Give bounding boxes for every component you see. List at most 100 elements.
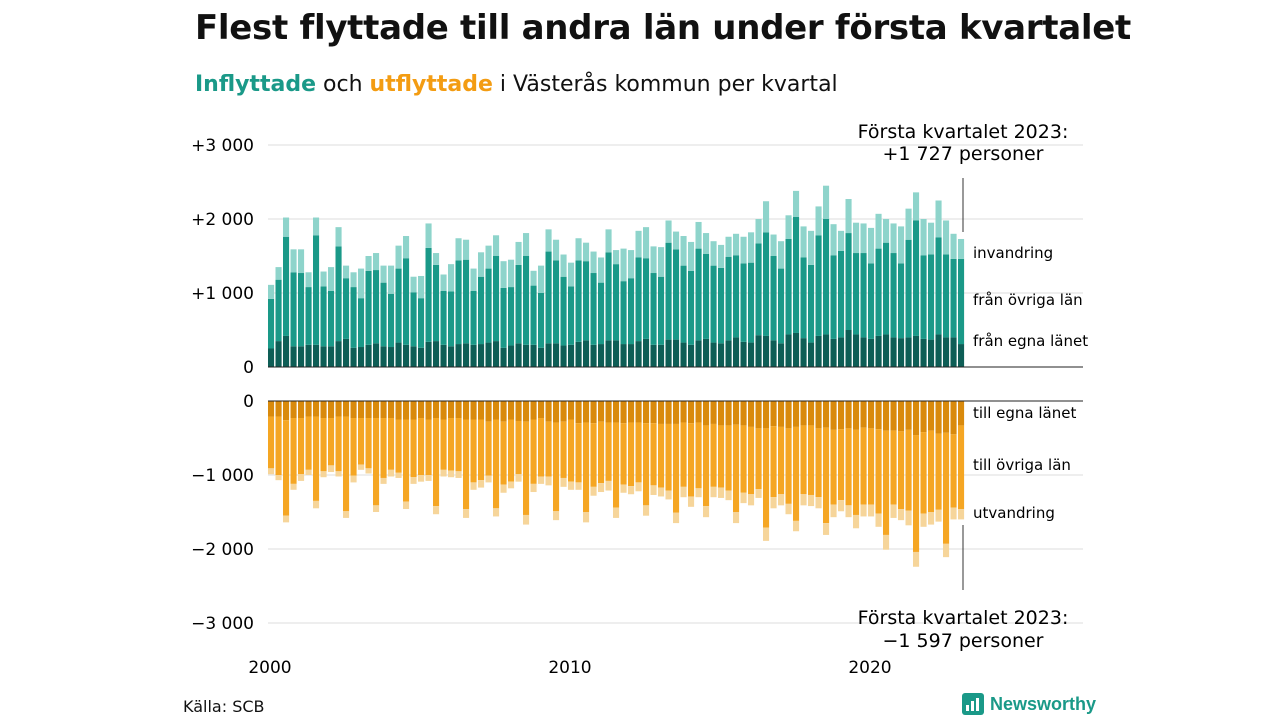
bar-out-utvandring [718, 487, 725, 498]
bar-out-ovriga [358, 418, 365, 465]
bar-out-egna [478, 401, 485, 420]
bar-in-invandring [365, 256, 372, 271]
bar-in-invandring [635, 230, 642, 258]
bar-out-utvandring [725, 490, 732, 501]
bar-out-ovriga [403, 419, 410, 502]
bar-in-ovriga [755, 243, 762, 336]
bar-out-utvandring [680, 486, 687, 498]
bar-out-egna [268, 401, 275, 417]
bar-in-ovriga [725, 256, 732, 341]
bar-in-egna [883, 334, 890, 367]
bar-out-ovriga [755, 428, 762, 490]
label-utvandring: utvandring [973, 504, 1055, 522]
bar-in-ovriga [763, 232, 770, 336]
bar-in-ovriga [778, 268, 785, 344]
bar-out-utvandring [305, 469, 312, 475]
bar-in-invandring [605, 229, 612, 253]
bar-in-egna [725, 340, 732, 367]
bar-out-egna [658, 401, 665, 424]
bar-out-utvandring [635, 482, 642, 492]
bar-out-egna [403, 401, 410, 420]
x-tick-label: 2000 [248, 658, 291, 678]
bar-out-utvandring [583, 512, 590, 523]
bar-out-utvandring [890, 504, 897, 518]
bar-out-utvandring [763, 527, 770, 541]
bar-in-invandring [313, 217, 320, 236]
bar-out-utvandring [943, 543, 950, 558]
bar-out-ovriga [440, 419, 447, 470]
bar-out-ovriga [763, 428, 770, 528]
bar-in-ovriga [365, 270, 372, 345]
subtitle-rest: i Västerås kommun per kvartal [499, 72, 838, 97]
bar-out-ovriga [530, 419, 537, 484]
bar-in-egna [478, 344, 485, 367]
bar-in-ovriga [838, 250, 845, 338]
bar-in-ovriga [448, 291, 455, 347]
bar-out-utvandring [500, 484, 507, 493]
bar-out-utvandring [455, 471, 462, 478]
bar-in-ovriga [275, 279, 282, 342]
bar-out-ovriga [485, 421, 492, 476]
bar-out-egna [470, 401, 477, 420]
bar-in-invandring [800, 226, 807, 258]
bar-in-ovriga [373, 270, 380, 344]
bar-in-invandring [553, 239, 560, 261]
bar-out-utvandring [920, 513, 927, 527]
bar-in-invandring [785, 215, 792, 239]
bar-in-egna [763, 335, 770, 367]
bar-in-egna [943, 337, 950, 367]
bar-out-ovriga [935, 433, 942, 510]
bar-in-invandring [793, 190, 800, 217]
bar-in-invandring [890, 223, 897, 254]
bar-out-egna [920, 401, 927, 433]
bar-in-egna [748, 342, 755, 367]
bar-out-ovriga [823, 427, 830, 524]
bar-out-egna [425, 401, 432, 420]
bar-out-utvandring [913, 551, 920, 567]
bar-in-invandring [478, 252, 485, 277]
bar-in-egna [868, 338, 875, 367]
bar-in-invandring [733, 233, 740, 256]
bar-out-egna [695, 401, 702, 423]
bar-out-egna [500, 401, 507, 422]
bar-in-egna [613, 340, 620, 367]
bar-in-invandring [718, 244, 725, 268]
bar-out-egna [365, 401, 372, 419]
bar-out-utvandring [598, 483, 605, 493]
bar-out-egna [778, 401, 785, 427]
bar-out-ovriga [635, 422, 642, 483]
y-tick-label-top: +1 000 [191, 284, 254, 304]
bar-in-ovriga [538, 293, 545, 348]
bar-in-egna [290, 346, 297, 367]
bar-out-egna [313, 401, 320, 417]
bar-out-ovriga [545, 421, 552, 477]
bar-out-utvandring [605, 480, 612, 491]
bar-in-invandring [763, 201, 770, 233]
bar-in-invandring [748, 232, 755, 263]
y-tick-label-top: 0 [243, 358, 254, 378]
bar-out-ovriga [733, 424, 740, 512]
bar-out-utvandring [448, 470, 455, 478]
bar-out-utvandring [440, 469, 447, 477]
bar-in-egna [508, 345, 515, 367]
bar-out-ovriga [673, 423, 680, 513]
bar-out-egna [665, 401, 672, 424]
bar-out-ovriga [298, 418, 305, 475]
bar-in-invandring [778, 241, 785, 269]
bar-out-egna [560, 401, 567, 422]
bar-in-ovriga [410, 292, 417, 347]
bar-out-utvandring [538, 476, 545, 484]
bar-out-utvandring [463, 509, 470, 518]
subtitle-inflyttade: Inflyttade [195, 72, 317, 97]
bar-out-egna [913, 401, 920, 436]
bar-out-egna [605, 401, 612, 423]
bar-in-invandring [515, 241, 522, 265]
x-tick-label: 2020 [848, 658, 891, 678]
bar-out-ovriga [868, 428, 875, 505]
bar-in-egna [485, 342, 492, 367]
bar-in-invandring [650, 246, 657, 274]
bar-out-ovriga [373, 418, 380, 506]
bar-out-utvandring [328, 465, 335, 473]
bar-out-ovriga [793, 426, 800, 521]
bar-in-invandring [328, 267, 335, 291]
